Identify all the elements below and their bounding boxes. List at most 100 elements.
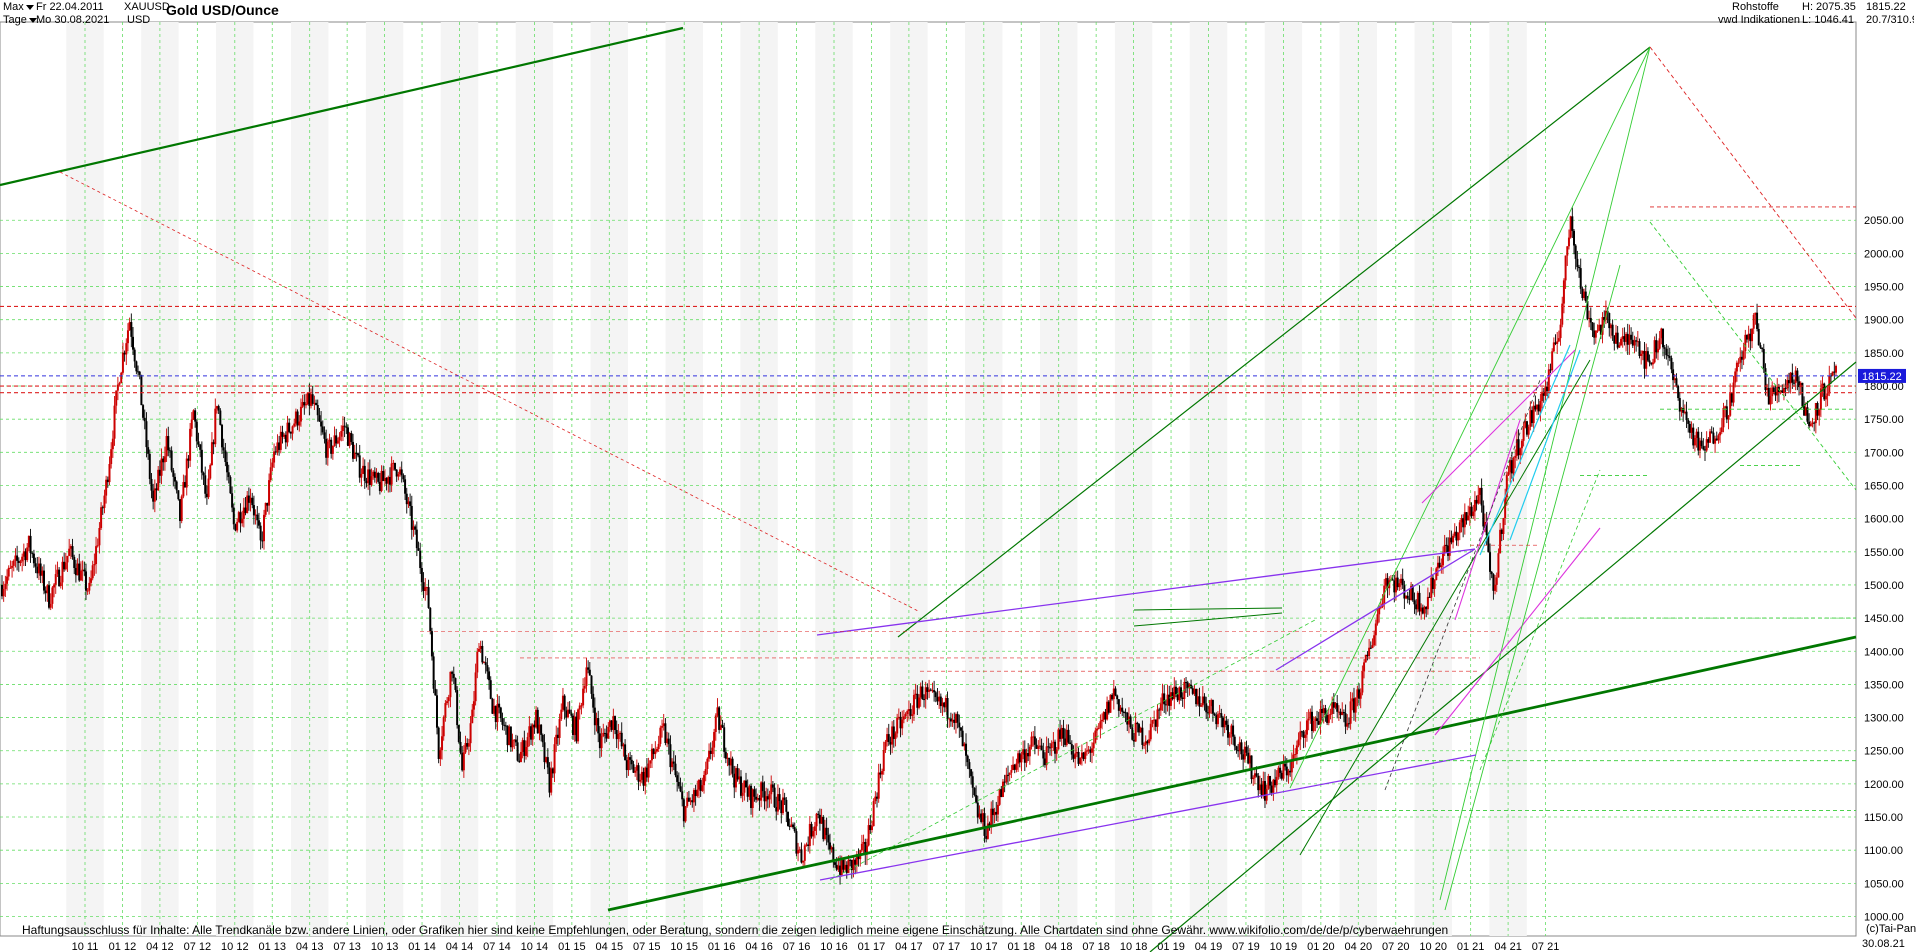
candle-body: [1541, 391, 1544, 402]
candle-body: [93, 563, 96, 566]
candle-body: [1796, 370, 1799, 382]
candle-body: [689, 800, 692, 802]
candle-body: [370, 476, 373, 485]
candle-body: [1045, 746, 1048, 766]
candle-body: [682, 799, 685, 822]
y-tick-label: 1000.00: [1864, 912, 1904, 924]
candle-body: [1008, 772, 1011, 775]
candle-body: [205, 493, 208, 498]
candle-body: [316, 405, 319, 416]
candle-body: [221, 424, 224, 448]
candle-body: [68, 548, 71, 556]
candle-body: [548, 767, 551, 793]
candle-body: [1740, 356, 1743, 360]
candle-body: [222, 447, 225, 451]
y-tick-label: 1150.00: [1864, 812, 1903, 824]
candle-body: [328, 439, 331, 442]
candle-body: [1327, 714, 1330, 723]
candle-body: [437, 727, 440, 759]
candle-body: [16, 555, 19, 561]
candle-body: [852, 859, 855, 871]
candle-body: [232, 507, 235, 525]
candle-body: [313, 402, 316, 404]
x-tick-label: 01 18: [1007, 941, 1035, 952]
candle-body: [1262, 781, 1265, 796]
candle-body: [1363, 662, 1366, 672]
candle-body: [471, 709, 474, 724]
candle-body: [882, 750, 885, 772]
candle-body: [1013, 764, 1016, 770]
candle-body: [886, 734, 889, 742]
candle-body: [1835, 365, 1837, 373]
candle-body: [743, 780, 746, 793]
candle-body: [1656, 348, 1659, 353]
candle-body: [1695, 431, 1698, 438]
candle-body: [1618, 345, 1621, 348]
candle-body: [1237, 750, 1240, 752]
candle-body: [1331, 702, 1334, 714]
x-tick-label: 10 12: [221, 941, 249, 952]
candle-body: [1630, 334, 1633, 340]
candle-body: [822, 816, 825, 840]
candle-body: [172, 470, 175, 477]
candle-body: [815, 813, 818, 827]
candle-body: [965, 743, 968, 756]
candle-body: [1525, 421, 1528, 435]
candle-body: [582, 688, 585, 706]
candle-body: [1153, 719, 1156, 721]
range-selector[interactable]: Max: [3, 1, 34, 13]
candle-body: [585, 667, 588, 686]
candle-body: [963, 743, 966, 747]
candle-body: [1119, 707, 1122, 711]
candle-body: [301, 402, 304, 407]
candle-body: [234, 524, 237, 531]
x-tick-label: 01 16: [708, 941, 736, 952]
candle-body: [1702, 446, 1705, 450]
candle-body: [600, 736, 603, 749]
candle-body: [61, 561, 64, 583]
candle-body: [1567, 237, 1570, 247]
candle-body: [1514, 455, 1517, 458]
candle-body: [1490, 571, 1493, 575]
candle-body: [766, 796, 769, 800]
candle-body: [634, 770, 637, 773]
candle-body: [299, 406, 302, 422]
candle-body: [669, 744, 672, 768]
candle-body: [1561, 303, 1564, 325]
candle-body: [1312, 721, 1315, 731]
period-selector[interactable]: Tage: [3, 14, 37, 26]
candle-body: [674, 763, 677, 776]
candle-body: [1638, 341, 1641, 357]
candle-body: [491, 698, 494, 714]
candle-body: [226, 462, 229, 473]
magenta-channel-lower: [1434, 527, 1601, 736]
candle-body: [1423, 606, 1426, 614]
candle-body: [545, 757, 548, 763]
candle-body: [931, 690, 934, 692]
candle-body: [1349, 701, 1352, 724]
trendline-mid: [1299, 359, 1591, 856]
candle-body: [860, 843, 863, 851]
candle-body: [1143, 744, 1146, 746]
candle-body: [1075, 751, 1078, 754]
candle-body: [986, 823, 989, 839]
candle-body: [1373, 635, 1376, 646]
candle-body: [1578, 267, 1581, 269]
candle-body: [1176, 694, 1179, 701]
candle-body: [464, 743, 467, 753]
candle-body: [509, 726, 512, 748]
candle-body: [1489, 552, 1492, 572]
candle-body: [949, 718, 952, 722]
candle-body: [1055, 749, 1058, 754]
candle-body: [173, 476, 176, 482]
candle-body: [165, 436, 168, 457]
candle-body: [330, 439, 333, 454]
candle-body: [293, 423, 296, 427]
candle-body: [1766, 387, 1769, 391]
candle-body: [1782, 388, 1785, 394]
candle-body: [1050, 743, 1053, 749]
candle-body: [993, 811, 996, 816]
candle-body: [1168, 694, 1171, 706]
candle-body: [362, 465, 365, 474]
candle-body: [388, 476, 391, 485]
